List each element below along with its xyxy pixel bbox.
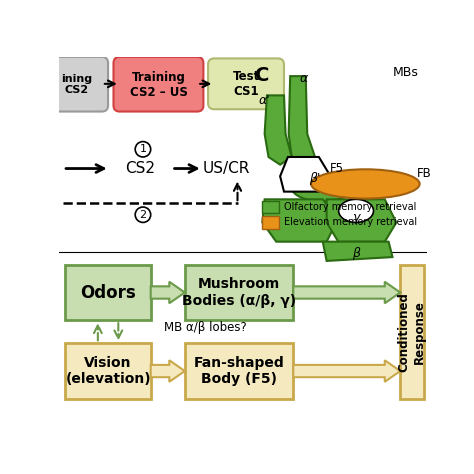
Polygon shape xyxy=(280,157,330,191)
Text: 2: 2 xyxy=(139,210,146,220)
Bar xyxy=(185,265,293,320)
Text: ining
CS2: ining CS2 xyxy=(61,74,92,95)
Bar xyxy=(65,265,151,320)
Text: Mushroom
Bodies (α/β, γ): Mushroom Bodies (α/β, γ) xyxy=(182,277,296,308)
Bar xyxy=(185,343,293,399)
Bar xyxy=(262,216,279,228)
Text: CS2: CS2 xyxy=(126,161,155,176)
Text: Training
CS2 – US: Training CS2 – US xyxy=(129,71,187,99)
Polygon shape xyxy=(262,200,338,242)
Polygon shape xyxy=(151,360,185,382)
Text: β: β xyxy=(352,247,360,260)
Text: α': α' xyxy=(259,94,271,107)
Polygon shape xyxy=(151,282,185,303)
Text: Odors: Odors xyxy=(80,283,136,301)
Ellipse shape xyxy=(311,169,419,199)
Text: US/CR: US/CR xyxy=(202,161,250,176)
Polygon shape xyxy=(264,95,292,164)
FancyBboxPatch shape xyxy=(113,57,203,111)
FancyBboxPatch shape xyxy=(34,57,108,111)
Text: MB α/β lobes?: MB α/β lobes? xyxy=(164,321,246,335)
Ellipse shape xyxy=(338,200,374,222)
Text: β': β' xyxy=(310,172,321,185)
Text: C: C xyxy=(255,66,269,85)
Text: FB: FB xyxy=(417,167,432,181)
Text: Fan-shaped
Body (F5): Fan-shaped Body (F5) xyxy=(194,356,284,386)
Polygon shape xyxy=(327,200,396,242)
Text: γ: γ xyxy=(352,210,360,224)
Text: MBs: MBs xyxy=(392,66,419,79)
Text: Vision
(elevation): Vision (elevation) xyxy=(65,356,151,386)
Text: 1: 1 xyxy=(139,144,146,154)
Polygon shape xyxy=(293,360,400,382)
Bar xyxy=(262,201,279,213)
Polygon shape xyxy=(323,242,392,261)
Text: Elevation memory retrieval: Elevation memory retrieval xyxy=(284,218,417,228)
Ellipse shape xyxy=(292,174,354,201)
Polygon shape xyxy=(289,76,315,164)
Text: α: α xyxy=(300,72,308,85)
Bar xyxy=(400,265,423,399)
Text: Olfactory memory retrieval: Olfactory memory retrieval xyxy=(284,202,416,212)
Text: F5: F5 xyxy=(330,162,344,175)
Bar xyxy=(65,343,151,399)
FancyBboxPatch shape xyxy=(208,58,284,109)
Polygon shape xyxy=(293,282,400,303)
Text: Test
CS1: Test CS1 xyxy=(232,70,260,98)
Text: Conditioned
Response: Conditioned Response xyxy=(398,292,426,372)
